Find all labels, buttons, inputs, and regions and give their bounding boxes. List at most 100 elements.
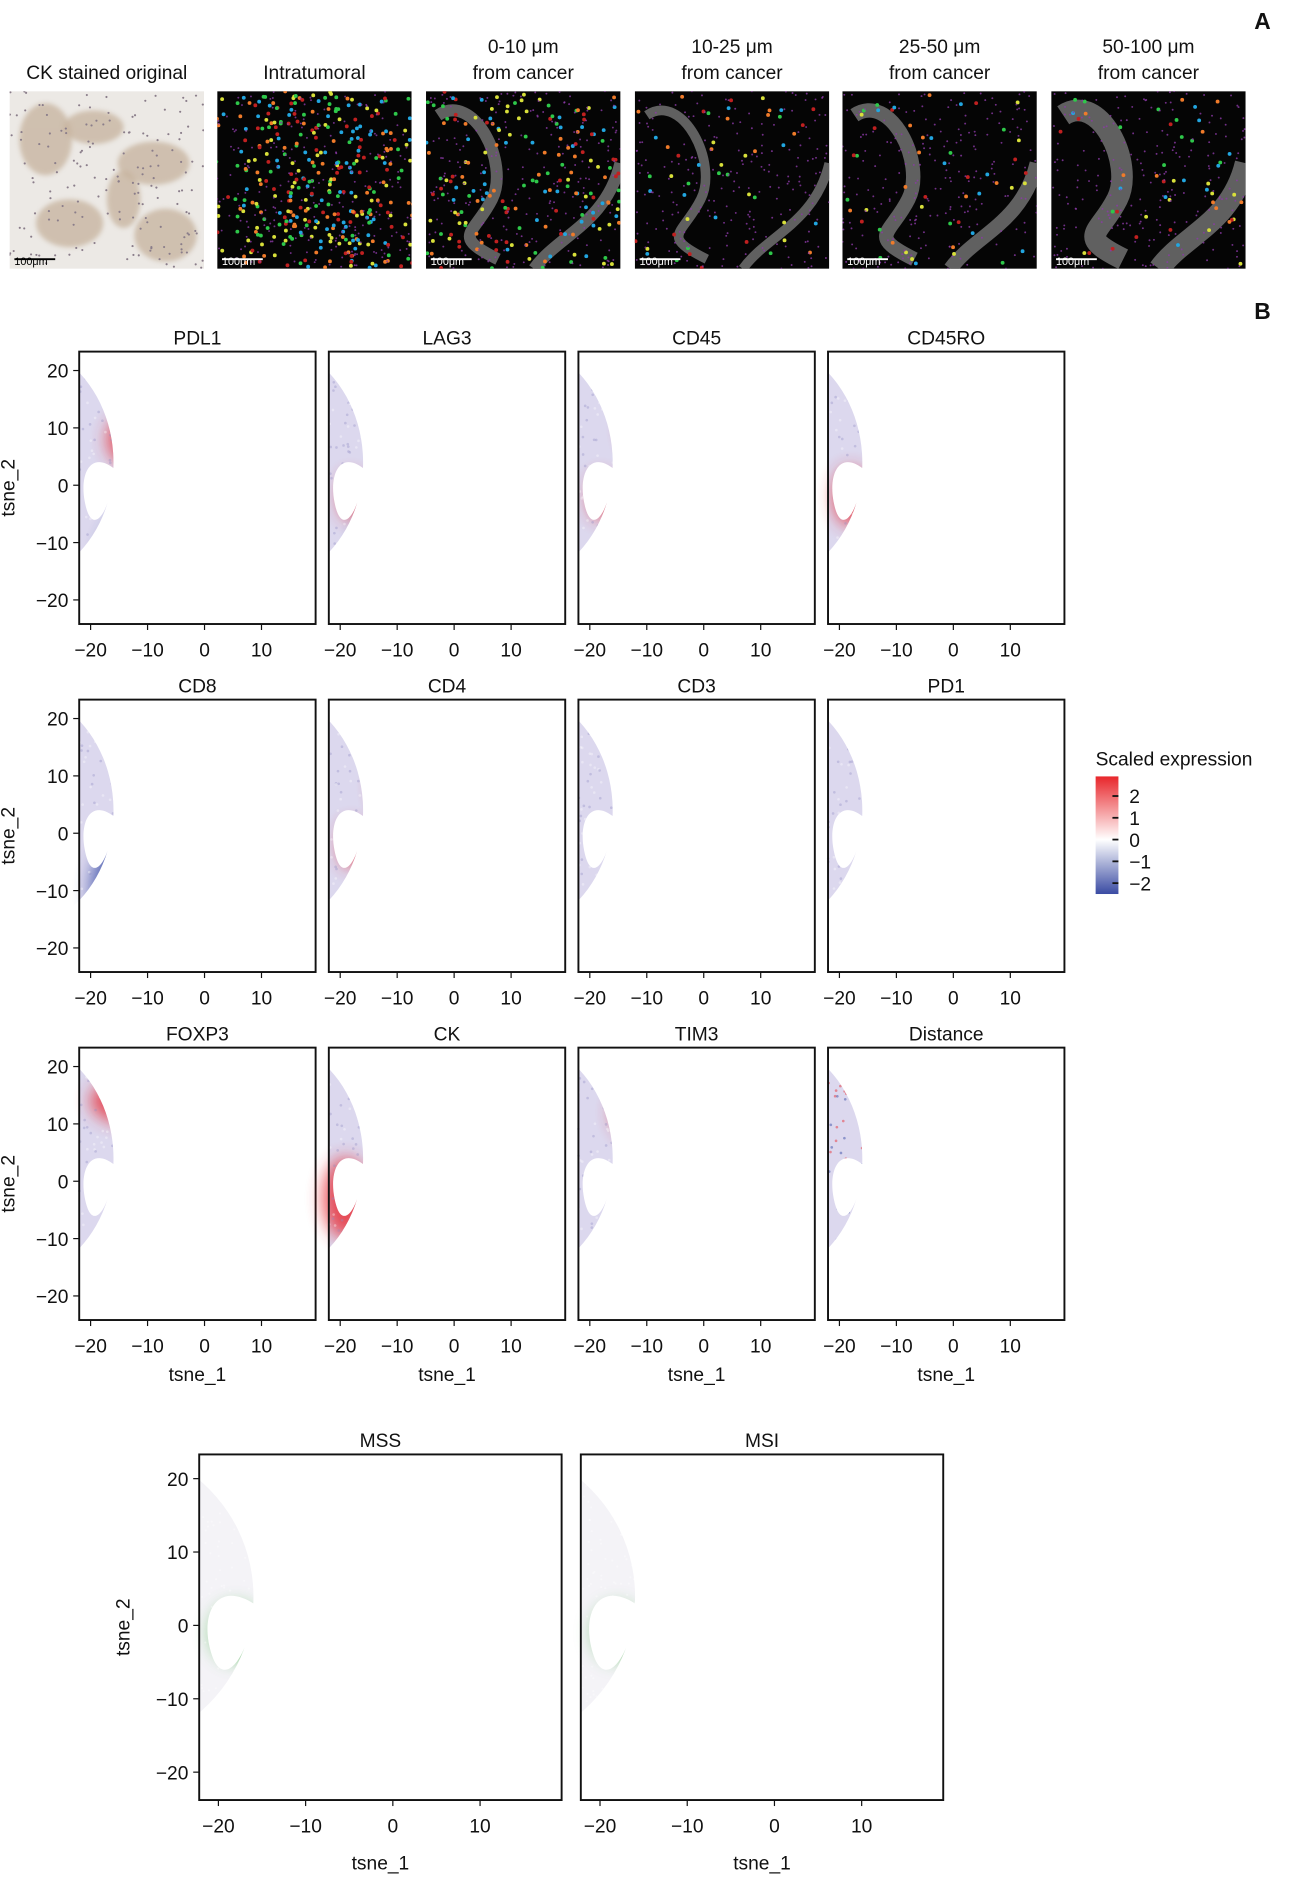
cell: [600, 201, 605, 206]
point: [499, 398, 502, 401]
point: [547, 560, 550, 563]
cloud-base: [79, 699, 114, 931]
point: [185, 502, 188, 505]
cell: [507, 210, 510, 213]
cell: [923, 93, 926, 96]
cell: [485, 148, 488, 151]
cloud-base: [578, 351, 613, 583]
point: [379, 545, 382, 548]
cell: [934, 159, 936, 162]
nucleus: [126, 258, 129, 261]
cell: [367, 185, 372, 190]
point: [297, 864, 300, 867]
point: [954, 472, 957, 475]
point: [349, 779, 353, 783]
point: [488, 562, 491, 565]
nucleus: [29, 253, 33, 256]
point: [86, 401, 89, 405]
point: [213, 881, 216, 884]
cell: [450, 174, 455, 179]
cell: [1204, 187, 1209, 192]
nucleus: [48, 132, 51, 135]
cell: [939, 130, 942, 133]
cell: [1166, 133, 1169, 136]
point: [296, 392, 299, 395]
point: [902, 424, 905, 427]
point: [154, 878, 157, 881]
nucleus: [85, 123, 88, 126]
point: [286, 501, 289, 504]
point: [412, 838, 415, 841]
cell: [609, 211, 612, 214]
point: [782, 474, 785, 477]
point: [336, 769, 340, 773]
point: [188, 526, 191, 529]
cell: [457, 244, 462, 249]
point: [996, 420, 999, 423]
cell: [1217, 176, 1220, 179]
cell: [1141, 168, 1144, 171]
point: [225, 967, 228, 970]
cell: [687, 168, 690, 171]
point: [423, 771, 426, 774]
point: [840, 541, 844, 544]
cell: [1242, 117, 1245, 120]
cell: [576, 108, 580, 113]
point: [287, 813, 290, 816]
point: [462, 794, 465, 797]
point: [487, 733, 490, 736]
point: [886, 390, 889, 393]
cell: [661, 210, 664, 213]
point: [759, 447, 762, 450]
point: [710, 574, 713, 577]
point: [124, 785, 127, 788]
x-tick-label: −20: [823, 640, 856, 661]
cell: [255, 170, 260, 175]
point: [292, 944, 295, 947]
cell: [413, 246, 417, 250]
point: [597, 586, 600, 589]
point: [242, 380, 245, 383]
point: [448, 738, 451, 741]
point: [499, 378, 502, 381]
point: [616, 531, 619, 534]
cell: [949, 180, 952, 183]
nucleus: [41, 103, 44, 107]
cell: [273, 125, 278, 130]
cell: [247, 226, 250, 229]
point: [347, 378, 350, 381]
cell: [379, 227, 382, 230]
cell: [1159, 199, 1162, 202]
point: [805, 421, 808, 424]
cell: [903, 249, 906, 252]
point: [446, 542, 449, 545]
cell: [528, 197, 531, 200]
cell: [506, 266, 508, 269]
point: [874, 423, 877, 426]
point: [761, 451, 764, 454]
point: [918, 499, 921, 502]
point: [308, 559, 311, 562]
point: [150, 572, 153, 575]
point: [121, 620, 124, 623]
point: [360, 435, 363, 439]
cell: [547, 188, 552, 193]
cell: [1167, 254, 1170, 257]
cell: [687, 252, 692, 257]
micrograph: [217, 91, 417, 269]
cell: [341, 220, 346, 225]
cell: [1158, 109, 1161, 112]
point: [843, 399, 847, 402]
point: [269, 609, 272, 612]
cell: [888, 198, 891, 201]
point: [599, 367, 603, 371]
nucleus: [180, 189, 184, 192]
cell: [245, 235, 248, 238]
point: [235, 784, 238, 787]
point: [1036, 483, 1039, 486]
point: [706, 496, 709, 499]
point: [1054, 407, 1057, 410]
point: [332, 616, 335, 619]
cell: [973, 130, 976, 133]
cell: [752, 195, 757, 200]
